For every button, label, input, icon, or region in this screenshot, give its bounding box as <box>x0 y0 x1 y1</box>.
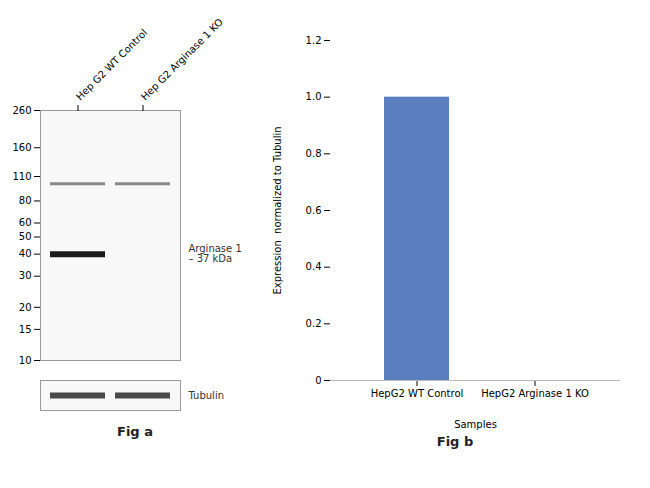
svg-text:HepG2 WT Control: HepG2 WT Control <box>371 388 464 399</box>
svg-text:80: 80 <box>19 195 32 206</box>
svg-text:1.0: 1.0 <box>306 91 322 102</box>
svg-text:20: 20 <box>19 302 32 313</box>
svg-text:15: 15 <box>19 324 32 335</box>
svg-text:0: 0 <box>315 375 321 386</box>
svg-text:110: 110 <box>12 171 31 182</box>
svg-text:Tubulin: Tubulin <box>188 390 225 401</box>
svg-text:0.4: 0.4 <box>306 261 322 272</box>
svg-text:Hep G2 Arginase 1 KO: Hep G2 Arginase 1 KO <box>139 16 225 102</box>
svg-text:1.2: 1.2 <box>306 35 322 46</box>
svg-text:Hep G2 WT Control: Hep G2 WT Control <box>74 27 150 103</box>
svg-text:Arginase 1– 37 kDa: Arginase 1– 37 kDa <box>189 243 242 264</box>
svg-text:40: 40 <box>19 248 32 259</box>
svg-text:0.2: 0.2 <box>306 318 322 329</box>
html-text:Fig a: Fig a <box>117 424 153 439</box>
svg-text:30: 30 <box>19 270 32 281</box>
svg-text:HepG2 Arginase 1 KO: HepG2 Arginase 1 KO <box>481 388 589 399</box>
svg-text:50: 50 <box>19 231 32 242</box>
svg-text:260: 260 <box>12 105 31 116</box>
svg-text:160: 160 <box>12 142 31 153</box>
svg-text:10: 10 <box>19 355 32 366</box>
svg-text:0.6: 0.6 <box>306 205 322 216</box>
html-text:Fig b: Fig b <box>436 434 474 449</box>
svg-text:Samples: Samples <box>454 419 497 430</box>
svg-text:Expression normalized to Tubu: Expression normalized to Tubulin <box>272 126 283 294</box>
svg-text:60: 60 <box>19 217 32 228</box>
svg-text:0.8: 0.8 <box>306 148 322 159</box>
